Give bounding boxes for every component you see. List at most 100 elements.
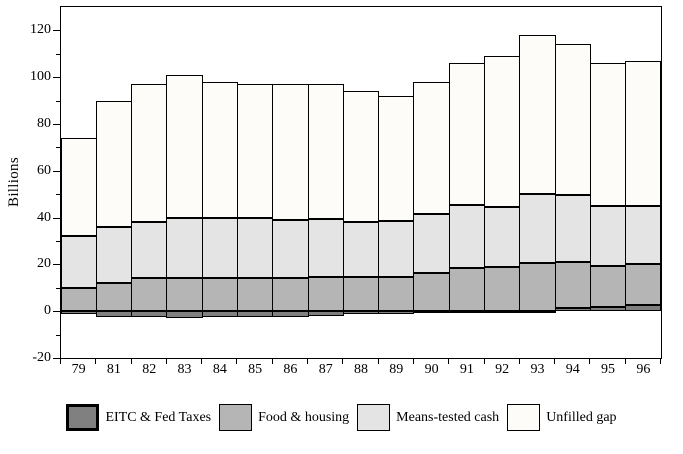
y-tick-major--20	[53, 358, 60, 359]
bar-segment-unfilled-gap-82	[131, 84, 168, 223]
x-tick-label-92: 92	[495, 362, 510, 377]
x-tick-17	[660, 359, 661, 364]
y-tick-major-60	[53, 170, 60, 172]
x-tick-label-83: 83	[177, 362, 192, 377]
legend-item-eitc-fed-taxes: EITC & Fed Taxes	[66, 404, 211, 431]
x-tick-12	[483, 359, 485, 364]
bar-segment-unfilled-gap-81	[95, 100, 133, 227]
x-tick-16	[624, 359, 626, 364]
bar-segment-food-housing-82	[131, 278, 168, 312]
x-tick-4	[201, 359, 203, 364]
bar-segment-means-tested-cash-86	[272, 219, 309, 279]
bar-segment-means-tested-cash-90	[413, 214, 450, 273]
bar-segment-means-tested-cash-94	[554, 195, 591, 263]
bar-segment-food-housing-84	[201, 278, 238, 312]
y-tick-major-0	[53, 311, 60, 313]
x-tick-label-96: 96	[636, 362, 651, 377]
x-tick-label-95: 95	[601, 362, 616, 377]
x-tick-label-91: 91	[459, 362, 474, 377]
bar-segment-unfilled-gap-96	[625, 60, 661, 206]
x-tick-10	[412, 359, 414, 364]
legend-item-unfilled-gap: Unfilled gap	[507, 404, 617, 431]
legend-swatch-means-tested-cash	[357, 404, 391, 431]
bar-segment-unfilled-gap-84	[201, 81, 238, 218]
y-tick-label-100: 100	[30, 69, 51, 85]
x-tick-label-88: 88	[353, 362, 368, 377]
bar-segment-food-housing-90	[413, 272, 450, 312]
y-tick-major-100	[53, 77, 60, 79]
bar-segment-eitc-fed-taxes-95	[589, 306, 627, 312]
bar-segment-unfilled-gap-94	[554, 44, 591, 196]
bar-segment-food-housing-93	[519, 263, 556, 312]
x-tick-0	[60, 359, 61, 364]
legend-label-eitc-fed-taxes: EITC & Fed Taxes	[105, 409, 212, 425]
bar-segment-eitc-fed-taxes-92	[484, 311, 521, 314]
bar-segment-eitc-fed-taxes-82	[131, 311, 168, 318]
y-tick-minor--10	[56, 334, 60, 336]
y-tick-label-80: 80	[37, 116, 51, 131]
x-tick-label-82: 82	[142, 362, 157, 377]
y-tick-minor-110	[56, 53, 60, 55]
x-tick-3	[165, 359, 167, 364]
x-tick-14	[554, 359, 556, 364]
x-tick-5	[236, 359, 238, 364]
bar-segment-means-tested-cash-88	[342, 222, 380, 278]
bar-segment-unfilled-gap-85	[236, 84, 274, 218]
y-tick-minor-70	[56, 147, 60, 149]
legend-swatch-food-housing	[219, 404, 253, 431]
bar-segment-food-housing-81	[95, 283, 133, 312]
legend: EITC & Fed Taxes Food & housing Means-test…	[0, 404, 683, 431]
bar-segment-unfilled-gap-93	[519, 35, 556, 195]
bar-segment-eitc-fed-taxes-85	[236, 311, 274, 318]
x-tick-11	[448, 359, 450, 364]
bar-segment-means-tested-cash-83	[166, 217, 203, 279]
bar-segment-food-housing-96	[625, 264, 661, 306]
x-tick-1	[95, 359, 97, 364]
legend-item-food-housing: Food & housing	[219, 404, 349, 431]
bar-segment-unfilled-gap-89	[378, 95, 415, 222]
legend-swatch-eitc-fed-taxes	[66, 404, 100, 431]
y-tick-label-60: 60	[37, 162, 51, 178]
bar-segment-food-housing-83	[166, 278, 203, 312]
y-tick-minor-90	[56, 100, 60, 102]
bar-segment-eitc-fed-taxes-89	[378, 311, 415, 314]
bar-segment-means-tested-cash-85	[236, 217, 274, 279]
y-tick-label-120: 120	[30, 22, 51, 38]
x-tick-label-89: 89	[389, 362, 404, 377]
bar-segment-food-housing-87	[307, 277, 344, 312]
y-tick-minor-50	[56, 194, 60, 196]
legend-label-food-housing: Food & housing	[258, 409, 350, 425]
x-tick-9	[377, 359, 379, 364]
bar-segment-means-tested-cash-79	[61, 236, 97, 288]
bar-segment-means-tested-cash-81	[95, 226, 133, 284]
y-tick-major-20	[53, 264, 60, 266]
y-tick-minor-10	[56, 287, 60, 289]
bar-segment-unfilled-gap-79	[61, 138, 97, 237]
x-tick-label-94: 94	[565, 362, 580, 377]
bar-segment-eitc-fed-taxes-94	[554, 307, 591, 312]
bar-segment-eitc-fed-taxes-96	[625, 305, 661, 312]
bar-segment-unfilled-gap-91	[448, 63, 486, 205]
bar-segment-eitc-fed-taxes-88	[342, 311, 380, 314]
x-tick-label-85: 85	[248, 362, 263, 377]
y-tick-label-20: 20	[37, 256, 51, 272]
bar-segment-eitc-fed-taxes-83	[166, 311, 203, 319]
y-tick-label-40: 40	[37, 209, 51, 225]
y-tick-minor-30	[56, 241, 60, 242]
bar-segment-means-tested-cash-82	[131, 222, 168, 279]
bar-segment-eitc-fed-taxes-91	[448, 311, 486, 314]
bar-segment-food-housing-86	[272, 278, 309, 312]
bar-segment-eitc-fed-taxes-79	[61, 311, 97, 314]
x-tick-13	[518, 359, 520, 364]
plot-area	[60, 6, 662, 359]
bar-segment-eitc-fed-taxes-81	[95, 311, 133, 318]
bar-segment-means-tested-cash-96	[625, 205, 661, 265]
x-tick-15	[589, 359, 591, 364]
x-tick-7	[307, 359, 309, 364]
x-tick-2	[130, 359, 132, 364]
bar-segment-eitc-fed-taxes-87	[307, 311, 344, 316]
bar-segment-unfilled-gap-83	[166, 74, 203, 218]
y-tick-major-40	[53, 217, 60, 219]
y-tick-major-120	[53, 30, 60, 32]
